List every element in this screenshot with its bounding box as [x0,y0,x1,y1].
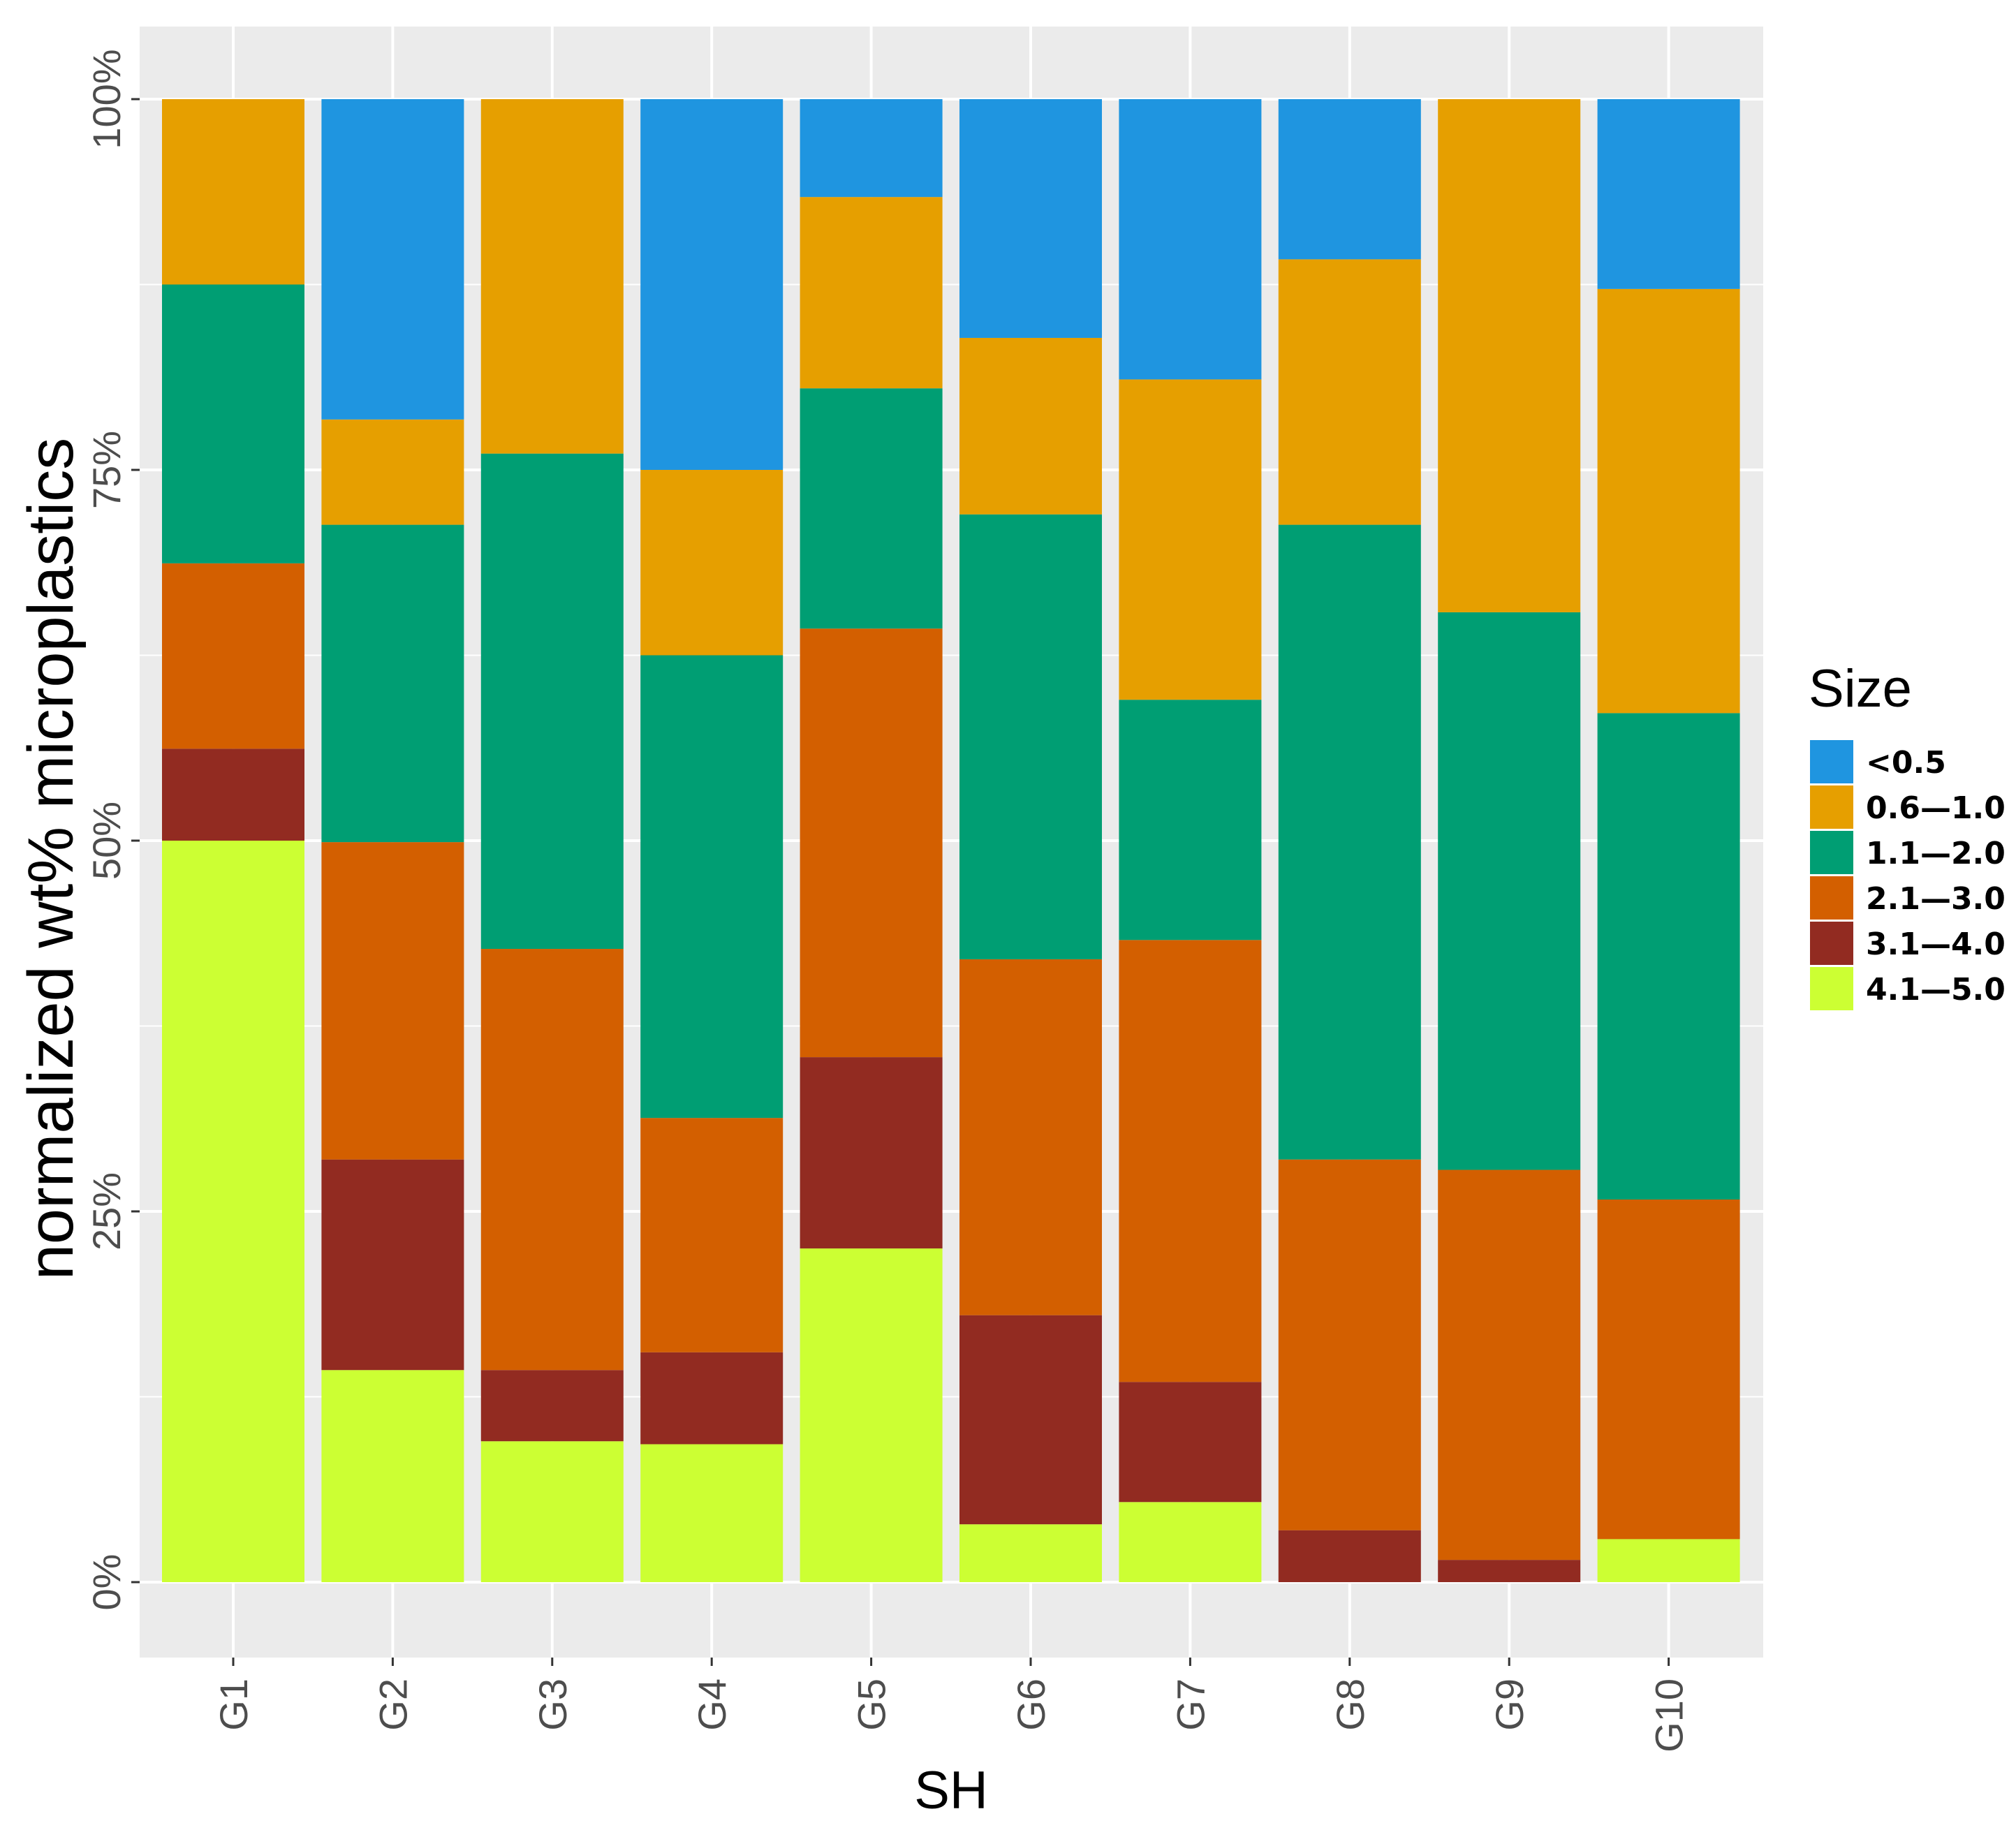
legend-label: 1.1—2.0 [1866,836,2006,871]
legend-title: Size [1809,659,1912,718]
bar-segment [1597,713,1740,1200]
y-axis-ticks: 0% 25% 50% 75% 100% [84,49,140,1610]
bar-segment [321,842,464,1160]
bar-segment [640,655,783,1119]
bar-segment [800,628,943,1058]
bars [162,99,1740,1582]
x-axis-ticks: G1 G2 G3 G4 G5 G6 G7 G8 G9 G10 [212,1658,1691,1752]
legend-swatch [1810,740,1853,783]
bar-segment [1597,1200,1740,1540]
legend-swatch [1810,967,1853,1010]
bar-segment [800,197,943,389]
bar-segment [1438,99,1581,612]
legend: Size <0.5 0.6—1.0 1.1—2.0 2.1—3.0 3.1—4.0 4.1… [1809,659,2006,1010]
x-tick-label: G6 [1009,1678,1053,1731]
bar-segment [640,1444,783,1582]
y-tick-label: 75% [84,431,128,509]
legend-swatch [1810,785,1853,829]
bar-segment [480,1370,624,1442]
bar-segment [480,99,624,454]
bar-segment [1119,1382,1262,1503]
y-tick-label: 25% [84,1172,128,1250]
x-tick-label: G4 [690,1678,734,1731]
x-axis-title: SH [914,1761,988,1820]
bar-segment [1438,1560,1581,1582]
legend-label: 3.1—4.0 [1866,927,2006,962]
bar-segment [162,748,304,841]
bar-segment [321,1159,464,1371]
bar-segment [1278,99,1421,260]
legend-label: 2.1—3.0 [1866,881,2006,917]
bar-segment [162,841,304,1582]
legend-label: 4.1—5.0 [1866,972,2006,1008]
bar-segment [321,1370,464,1582]
bar-segment [959,1315,1102,1525]
bar-segment [321,524,464,843]
bar-segment [1119,99,1262,380]
legend-items: <0.5 0.6—1.0 1.1—2.0 2.1—3.0 3.1—4.0 4.1—5.0 [1810,740,2006,1010]
bar-segment [480,949,624,1371]
bar-segment [800,1057,943,1249]
bar-segment [959,959,1102,1315]
bar-segment [640,1118,783,1352]
y-tick-label: 100% [84,49,128,149]
legend-label: 0.6—1.0 [1866,790,2006,826]
x-tick-label: G9 [1487,1678,1531,1731]
bar-segment [959,99,1102,338]
bar-segment [1597,99,1740,289]
bar-segment [959,337,1102,515]
x-tick-label: G8 [1328,1678,1372,1731]
bar-segment [1597,1539,1740,1582]
bar-segment [959,514,1102,959]
x-tick-label: G10 [1647,1678,1691,1752]
bar-segment [321,99,464,420]
bar-segment [480,453,624,950]
y-tick-label: 50% [84,802,128,880]
bar-segment [1278,1159,1421,1530]
x-tick-label: G7 [1168,1678,1212,1731]
x-tick-label: G3 [531,1678,575,1731]
x-tick-label: G1 [212,1678,256,1731]
bar-segment [1119,379,1262,700]
bar-segment [1438,1169,1581,1560]
bar-segment [1278,524,1421,1160]
y-axis-title: normalized wt% microplastics [15,438,87,1281]
bar-segment [800,1248,943,1582]
bar-segment [162,563,304,749]
bar-segment [800,99,943,198]
bar-segment [640,1352,783,1445]
legend-swatch [1810,876,1853,920]
bar-segment [1438,612,1581,1170]
bar-segment [800,388,943,629]
bar-segment [1119,940,1262,1382]
bar-segment [959,1524,1102,1582]
bar-segment [1278,1530,1421,1582]
bar-segment [640,99,783,470]
bar-segment [480,1441,624,1582]
legend-label: <0.5 [1866,745,1946,781]
bar-segment [640,470,783,656]
bar-segment [162,99,304,285]
bar-segment [321,419,464,525]
legend-swatch [1810,922,1853,965]
legend-swatch [1810,831,1853,874]
bar-segment [1278,259,1421,525]
bar-segment [1119,1502,1262,1582]
bar-segment [1119,700,1262,940]
y-tick-label: 0% [84,1554,128,1611]
bar-segment [1597,288,1740,714]
bar-segment [162,284,304,563]
x-tick-label: G5 [850,1678,894,1731]
x-tick-label: G2 [371,1678,415,1731]
